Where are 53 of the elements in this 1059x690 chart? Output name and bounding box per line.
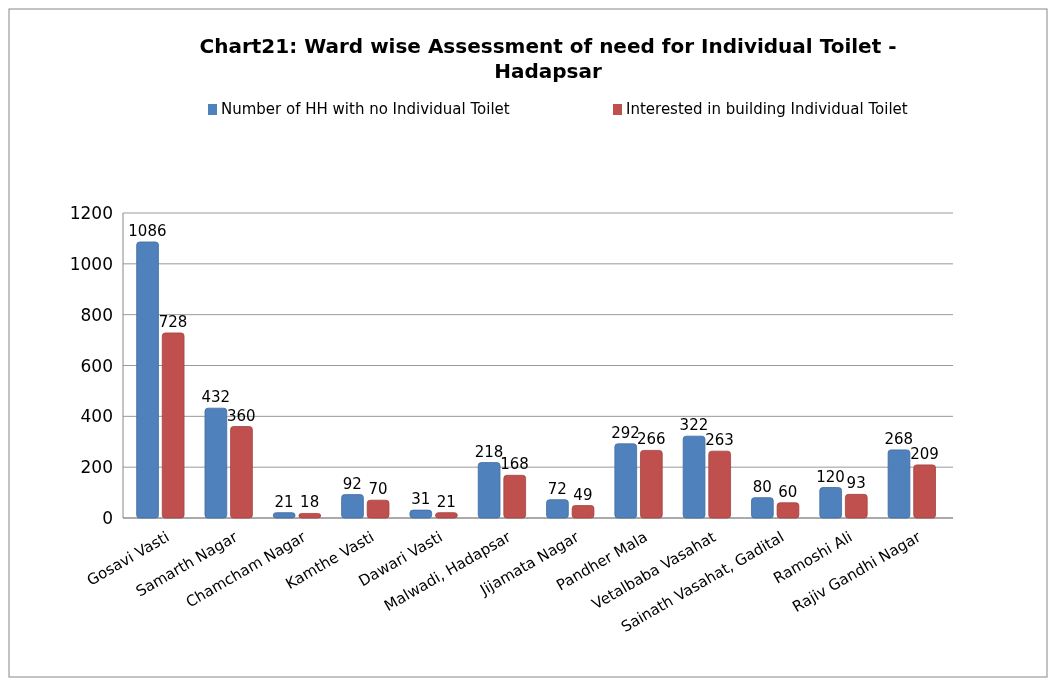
data-label: 263: [705, 431, 734, 450]
data-label: 31: [411, 490, 431, 509]
data-label: 292: [611, 423, 640, 442]
legend-label: Interested in building Individual Toilet: [626, 100, 908, 118]
legend-label: Number of HH with no Individual Toilet: [221, 100, 510, 118]
y-tick-label: 800: [80, 304, 113, 325]
bar: [640, 449, 663, 519]
bar: [614, 443, 638, 519]
chart-title: Chart21: Ward wise Assessment of need for Individual Toilet - Hadapsar: [199, 34, 897, 83]
data-label: 21: [274, 492, 294, 511]
bar: [136, 241, 159, 519]
bar: [751, 497, 774, 519]
y-tick-label: 400: [80, 406, 113, 427]
bar: [435, 512, 458, 519]
bar: [477, 462, 501, 519]
bar: [682, 435, 706, 519]
data-label: 70: [368, 480, 388, 499]
data-label: 72: [547, 479, 567, 498]
bar: [546, 499, 569, 519]
bar: [298, 513, 322, 519]
data-label: 218: [474, 442, 504, 461]
data-label: 60: [778, 482, 798, 501]
y-tick-label: 1200: [69, 203, 113, 223]
bar: [272, 512, 296, 519]
bar: [204, 407, 228, 519]
y-tick-label: 200: [80, 457, 113, 478]
bar: [845, 493, 868, 519]
data-label: 432: [201, 388, 231, 407]
y-tick-label: 0: [102, 508, 113, 528]
data-label: 728: [158, 312, 188, 331]
bar: [776, 502, 800, 519]
y-tick-label: 600: [80, 355, 113, 376]
bar: [230, 426, 253, 519]
data-label: 360: [227, 406, 256, 425]
bar: [366, 499, 390, 519]
data-label: 93: [846, 474, 866, 493]
data-label: 1086: [128, 221, 167, 240]
bar: [708, 450, 731, 519]
bar: [819, 487, 842, 519]
data-label: 21: [436, 492, 456, 511]
bar: [161, 332, 185, 519]
bar: [341, 494, 364, 519]
data-label: 92: [342, 474, 362, 493]
bar: [913, 464, 936, 519]
data-label: 120: [816, 467, 845, 486]
bar: [503, 474, 527, 519]
y-tick-label: 1000: [69, 253, 113, 274]
data-label: 49: [573, 485, 593, 504]
bar: [409, 509, 433, 519]
bar: [571, 505, 595, 519]
bar: [887, 449, 911, 519]
data-label: 80: [752, 477, 772, 496]
data-label: 18: [300, 493, 320, 512]
